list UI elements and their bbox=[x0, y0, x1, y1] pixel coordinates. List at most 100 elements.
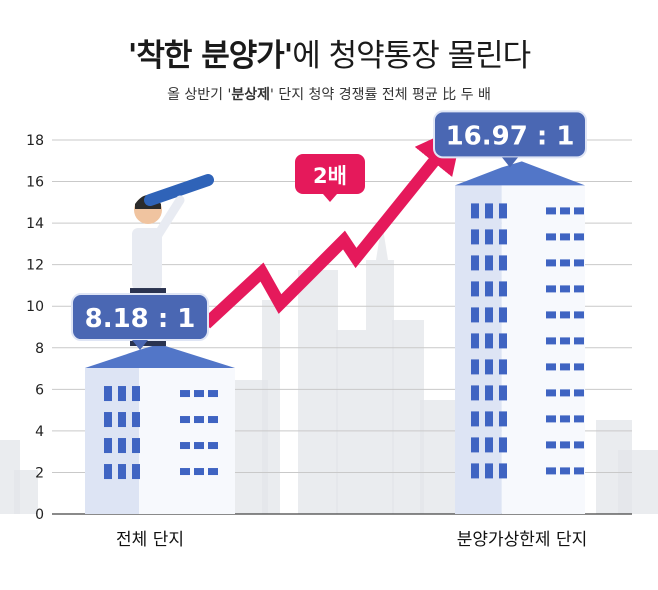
building-roof bbox=[455, 161, 585, 186]
building-window bbox=[546, 285, 556, 293]
building-window bbox=[546, 389, 556, 397]
building-window bbox=[471, 281, 479, 297]
subtitle-highlight: 분상제 bbox=[231, 87, 271, 103]
building-window bbox=[560, 285, 570, 293]
y-tick-label: 10 bbox=[26, 299, 44, 315]
x-axis-labels: 전체 단지 분양가상한제 단지 bbox=[116, 530, 587, 550]
ratio-badge-text: 2배 bbox=[313, 164, 347, 188]
building-window bbox=[485, 255, 493, 271]
building-window bbox=[194, 468, 204, 476]
building-window bbox=[180, 468, 190, 476]
building-window bbox=[560, 363, 570, 371]
building-window bbox=[546, 311, 556, 319]
building-window bbox=[499, 463, 507, 479]
skyline-building bbox=[14, 470, 38, 514]
building-window bbox=[574, 285, 584, 293]
y-tick-label: 8 bbox=[35, 341, 44, 357]
skyline-building bbox=[366, 260, 394, 514]
building-window bbox=[104, 464, 112, 480]
building-window bbox=[194, 390, 204, 398]
building-window bbox=[180, 416, 190, 424]
building-window bbox=[574, 467, 584, 475]
building-window bbox=[574, 337, 584, 345]
trend-arrow-layer: 2배 bbox=[201, 124, 464, 329]
chart-title: '착한 분양가'에 청약통장 몰린다 bbox=[0, 30, 658, 75]
building-window bbox=[574, 259, 584, 267]
building-window bbox=[208, 468, 218, 476]
building-window bbox=[118, 438, 126, 454]
building-window bbox=[574, 389, 584, 397]
x-category-label: 전체 단지 bbox=[116, 530, 184, 550]
y-tick-label: 0 bbox=[35, 507, 44, 523]
building-window bbox=[499, 333, 507, 349]
building-window bbox=[132, 386, 140, 402]
building-window bbox=[194, 416, 204, 424]
building-window bbox=[471, 333, 479, 349]
building-window bbox=[208, 416, 218, 424]
bar-building-0 bbox=[85, 344, 235, 514]
ratio-badge-tail bbox=[323, 194, 337, 202]
building-window bbox=[499, 385, 507, 401]
building-window bbox=[471, 229, 479, 245]
building-window bbox=[471, 203, 479, 219]
skyline-building bbox=[420, 400, 460, 514]
building-window bbox=[560, 207, 570, 215]
building-window bbox=[485, 411, 493, 427]
building-window bbox=[471, 359, 479, 375]
building-window bbox=[499, 411, 507, 427]
x-category-label: 분양가상한제 단지 bbox=[457, 530, 588, 550]
building-window bbox=[546, 415, 556, 423]
building-window bbox=[560, 467, 570, 475]
ratio-badge-box bbox=[295, 154, 365, 194]
person-arm bbox=[151, 195, 185, 243]
building-window bbox=[132, 412, 140, 428]
building-window bbox=[471, 437, 479, 453]
building-window bbox=[118, 464, 126, 480]
city-skyline-background bbox=[0, 222, 658, 514]
bars bbox=[85, 161, 585, 514]
building-window bbox=[208, 390, 218, 398]
building-window bbox=[499, 255, 507, 271]
title-highlight: 착한 분양가 bbox=[136, 38, 284, 74]
building-window bbox=[560, 311, 570, 319]
building-window bbox=[546, 259, 556, 267]
building-window bbox=[471, 307, 479, 323]
value-label-tail bbox=[132, 340, 148, 351]
y-tick-label: 16 bbox=[26, 175, 44, 191]
subtitle-post: ' 단지 청약 경쟁률 전체 평균 比 두 배 bbox=[270, 87, 491, 103]
building-window bbox=[560, 389, 570, 397]
building-window bbox=[574, 207, 584, 215]
subtitle-pre: 올 상반기 ' bbox=[167, 87, 232, 103]
building-window bbox=[546, 233, 556, 241]
value-label-0: 8.18 : 1 bbox=[71, 293, 209, 351]
building-right-face bbox=[139, 350, 235, 514]
title-quote-open: ' bbox=[127, 38, 137, 74]
skyline-building bbox=[298, 270, 338, 514]
building-window bbox=[560, 337, 570, 345]
building-right-face bbox=[501, 167, 585, 514]
building-window bbox=[104, 412, 112, 428]
trend-arrow bbox=[201, 124, 464, 329]
building-window bbox=[560, 441, 570, 449]
skyline-building bbox=[262, 300, 280, 514]
building-window bbox=[560, 233, 570, 241]
building-window bbox=[208, 442, 218, 450]
building-window bbox=[574, 441, 584, 449]
building-window bbox=[485, 229, 493, 245]
building-window bbox=[118, 386, 126, 402]
building-window bbox=[485, 307, 493, 323]
value-label-tail bbox=[502, 157, 518, 168]
building-window bbox=[471, 463, 479, 479]
value-labels: 8.18 : 1 16.97 : 1 bbox=[71, 110, 587, 351]
building-window bbox=[574, 311, 584, 319]
building-window bbox=[574, 363, 584, 371]
building-window bbox=[546, 207, 556, 215]
building-window bbox=[485, 385, 493, 401]
skyline-building bbox=[392, 320, 424, 514]
value-label-text: 16.97 : 1 bbox=[446, 121, 575, 151]
building-window bbox=[471, 255, 479, 271]
building-window bbox=[560, 415, 570, 423]
building-window bbox=[546, 337, 556, 345]
